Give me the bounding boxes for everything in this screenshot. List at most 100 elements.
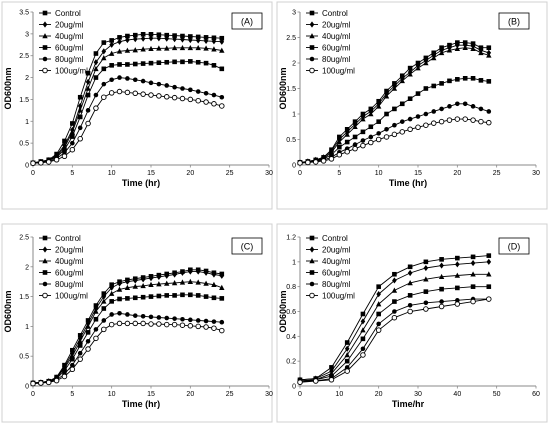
data-point <box>454 301 461 307</box>
data-point <box>163 94 170 100</box>
data-point <box>211 295 217 301</box>
data-point <box>180 36 185 43</box>
data-point <box>478 49 484 56</box>
data-point <box>438 118 445 125</box>
data-point <box>148 92 154 98</box>
data-point <box>70 121 75 126</box>
data-point <box>211 319 217 324</box>
legend-label: 60ug/ml <box>55 44 84 53</box>
x-tick-label: 20 <box>186 391 194 398</box>
x-tick-label: 15 <box>147 391 155 398</box>
data-point <box>85 108 91 113</box>
data-point <box>368 124 374 130</box>
data-point <box>392 271 397 277</box>
data-point <box>470 271 476 277</box>
legend-label: 20ug/ml <box>322 21 351 30</box>
data-point <box>101 326 107 333</box>
y-tick-label: 0.8 <box>286 284 296 291</box>
legend-marker <box>309 56 315 62</box>
data-point <box>195 89 201 94</box>
data-point <box>187 278 194 284</box>
data-point <box>328 156 335 162</box>
legend-marker <box>42 246 48 253</box>
data-point <box>108 50 115 56</box>
data-point <box>156 321 162 327</box>
data-point <box>140 35 146 42</box>
data-point <box>305 159 311 166</box>
data-point <box>415 91 421 96</box>
data-point <box>219 327 225 334</box>
data-point <box>297 379 303 386</box>
legend: Control 20ug/ml 40ug/ml 60ug/ml 80ug/ml 100ug… <box>306 234 355 301</box>
panel-label-box <box>498 237 530 255</box>
legend-label: 40ug/ml <box>322 257 351 266</box>
data-point <box>211 271 217 278</box>
data-point <box>125 36 130 44</box>
data-point <box>203 294 209 299</box>
data-point <box>455 298 460 303</box>
data-point <box>360 311 366 317</box>
data-point <box>101 55 107 61</box>
data-point <box>486 296 492 302</box>
data-point <box>329 365 334 370</box>
data-point <box>368 111 374 117</box>
data-point <box>336 152 343 158</box>
data-point <box>337 144 342 150</box>
data-point <box>203 318 209 324</box>
data-point <box>85 85 91 91</box>
data-point <box>69 366 76 373</box>
data-point <box>486 253 492 258</box>
legend-label: 40ug/ml <box>322 32 351 41</box>
data-point <box>368 134 374 140</box>
data-point <box>438 303 445 310</box>
data-point <box>171 279 178 286</box>
legend-marker <box>42 67 48 74</box>
x-tick-label: 0 <box>31 391 35 398</box>
data-point <box>132 77 138 83</box>
x-axis-title: Time (hr) <box>389 178 427 188</box>
data-point <box>132 320 139 327</box>
data-point <box>368 139 374 146</box>
data-point <box>360 352 366 358</box>
x-tick-label: 20 <box>453 170 461 177</box>
data-point <box>462 76 468 81</box>
data-point <box>70 356 75 362</box>
data-point <box>454 116 461 122</box>
data-point <box>344 148 350 155</box>
data-point <box>423 276 429 282</box>
data-point <box>478 78 484 83</box>
x-tick-label: 60 <box>532 391 540 398</box>
data-point <box>172 36 177 43</box>
data-point <box>211 325 217 331</box>
data-point <box>188 36 193 44</box>
data-point <box>61 153 68 160</box>
data-point <box>360 138 366 143</box>
y-tick-label: 2.5 <box>286 35 296 42</box>
series-6 <box>297 296 492 386</box>
data-point <box>117 75 122 80</box>
data-point <box>336 139 343 145</box>
data-point <box>455 77 460 82</box>
data-point <box>101 81 107 87</box>
x-tick-label: 25 <box>226 391 234 398</box>
data-point <box>164 32 170 38</box>
data-point <box>344 365 350 370</box>
data-point <box>399 77 405 84</box>
data-point <box>156 35 162 42</box>
data-point <box>344 340 350 345</box>
data-point <box>77 114 83 120</box>
data-point <box>140 282 146 289</box>
panel-label: (A) <box>241 17 253 27</box>
data-point <box>30 160 36 167</box>
x-tick-label: 5 <box>337 170 341 177</box>
legend-label: Control <box>322 234 348 243</box>
data-point <box>446 47 453 53</box>
data-point <box>101 66 107 72</box>
data-point <box>447 78 452 84</box>
data-point <box>140 46 146 52</box>
x-tick-label: 5 <box>70 170 74 177</box>
data-point <box>172 84 177 90</box>
data-point <box>203 269 209 276</box>
chart-panel-2: 0 5 10 15 20 25 30 0 0.5 1 1.5 2 2.5 3 Time (hr) OD600n… <box>276 1 548 210</box>
data-point <box>376 284 381 289</box>
